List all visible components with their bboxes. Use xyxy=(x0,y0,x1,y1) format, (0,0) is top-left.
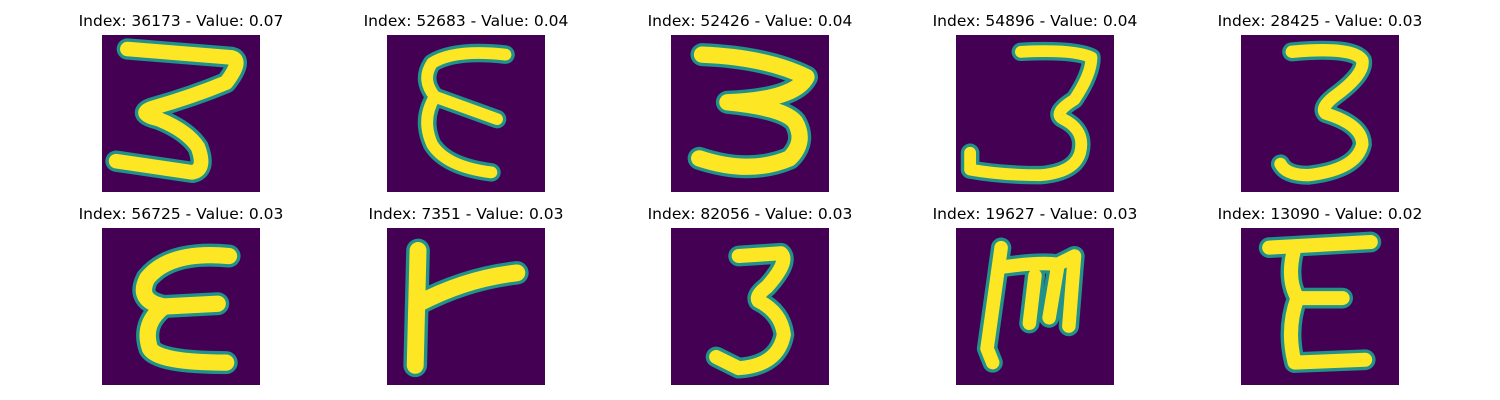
panel-title: Index: 36173 - Value: 0.07 xyxy=(78,12,284,30)
glyph-stroke xyxy=(135,247,238,371)
digit-image xyxy=(1241,35,1399,192)
digit-image xyxy=(956,35,1114,192)
panel-title: Index: 52426 - Value: 0.04 xyxy=(647,12,853,30)
glyph-stroke xyxy=(980,240,1082,370)
panel-title: Index: 52683 - Value: 0.04 xyxy=(363,12,569,30)
digit-image xyxy=(387,228,545,385)
panel-title: Index: 19627 - Value: 0.03 xyxy=(932,205,1138,223)
glyph-stroke xyxy=(1274,44,1369,182)
panel-title: Index: 13090 - Value: 0.02 xyxy=(1217,205,1423,223)
digit-image xyxy=(102,35,260,192)
digit-image xyxy=(387,35,545,192)
glyph-stroke xyxy=(1262,235,1378,370)
glyph-stroke xyxy=(691,46,815,175)
glyph-stroke xyxy=(421,47,512,179)
digit-image xyxy=(102,228,260,385)
digit-image xyxy=(1241,228,1399,385)
glyph-stroke xyxy=(709,246,791,376)
digit-image xyxy=(671,35,829,192)
digit-image xyxy=(956,228,1114,385)
panel-title: Index: 56725 - Value: 0.03 xyxy=(78,205,284,223)
digit-image xyxy=(671,228,829,385)
glyph-stroke xyxy=(964,45,1098,182)
glyph-stroke xyxy=(406,242,526,374)
panel-title: Index: 28425 - Value: 0.03 xyxy=(1217,12,1423,30)
glyph-stroke xyxy=(108,41,244,180)
panel-title: Index: 7351 - Value: 0.03 xyxy=(368,205,564,223)
panel-title: Index: 54896 - Value: 0.04 xyxy=(932,12,1138,30)
panel-title: Index: 82056 - Value: 0.03 xyxy=(647,205,853,223)
